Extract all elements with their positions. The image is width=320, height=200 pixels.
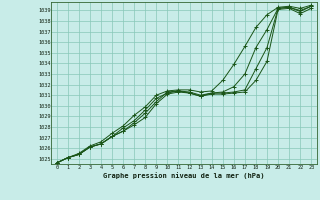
X-axis label: Graphe pression niveau de la mer (hPa): Graphe pression niveau de la mer (hPa) — [103, 172, 265, 179]
